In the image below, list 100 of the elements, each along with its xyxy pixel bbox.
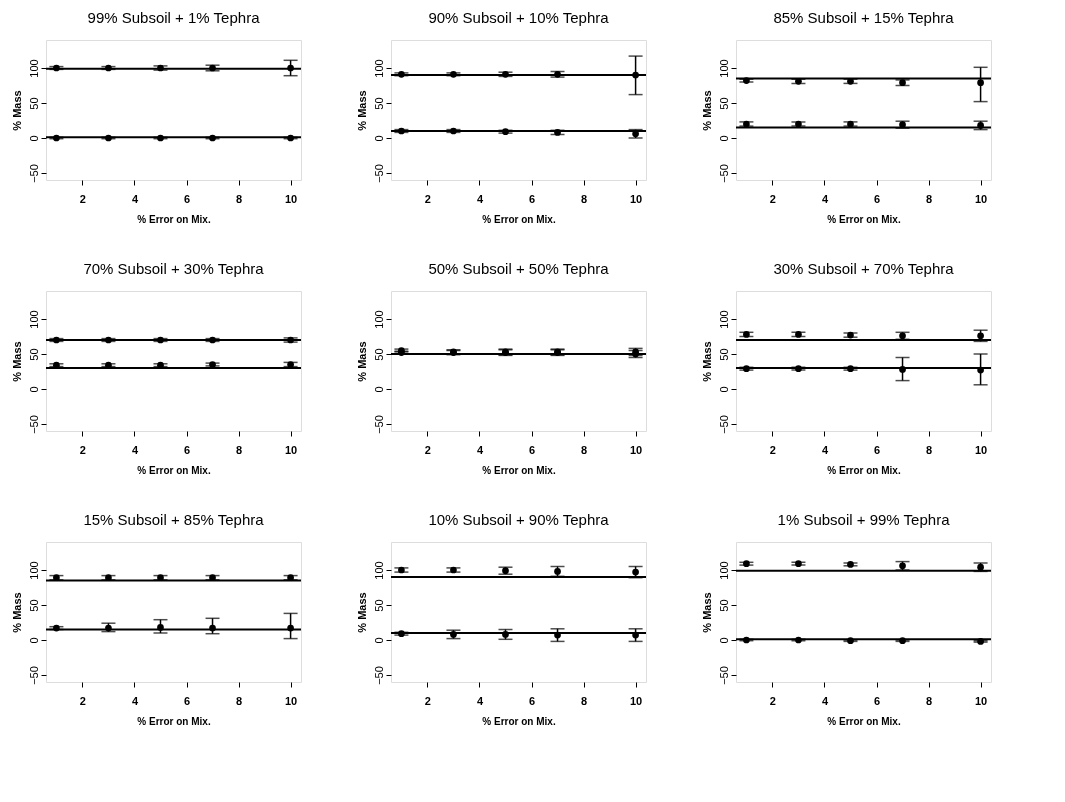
chart-title: 1% Subsoil + 99% Tephra [777, 511, 951, 528]
y-tick-label: −50 [717, 164, 730, 183]
x-axis-title: % Error on Mix. [137, 464, 211, 476]
chart-title: 90% Subsoil + 10% Tephra [428, 9, 610, 26]
y-axis-title: % Mass [355, 341, 368, 382]
y-tick-label: −50 [717, 666, 730, 685]
x-tick-label: 10 [284, 694, 298, 707]
x-tick-label: 10 [974, 443, 988, 456]
y-tick-label: −50 [27, 666, 40, 685]
y-tick-label: 50 [717, 97, 730, 110]
x-tick-label: 6 [528, 443, 536, 456]
y-tick-label: −50 [372, 164, 385, 183]
y-tick-label: 100 [372, 310, 385, 329]
x-tick-label: 6 [183, 694, 191, 707]
y-tick-label: 0 [372, 386, 385, 393]
x-axis-title: % Error on Mix. [827, 464, 901, 476]
y-axis-title: % Mass [700, 341, 713, 382]
y-tick-label: −50 [27, 415, 40, 434]
y-axis-title: % Mass [10, 341, 23, 382]
y-axis-title: % Mass [700, 90, 713, 131]
x-tick-label: 2 [424, 443, 431, 456]
y-tick-label: 0 [27, 386, 40, 393]
y-tick-label: 50 [717, 348, 730, 361]
x-tick-label: 2 [769, 443, 776, 456]
x-tick-label: 4 [131, 694, 139, 707]
y-tick-label: 0 [372, 637, 385, 644]
y-tick-label: 50 [372, 599, 385, 612]
x-tick-label: 2 [79, 443, 86, 456]
chart-title: 99% Subsoil + 1% Tephra [87, 9, 261, 26]
x-tick-label: 10 [629, 192, 643, 205]
x-axis-title: % Error on Mix. [482, 213, 556, 225]
chart-title: 85% Subsoil + 15% Tephra [773, 9, 955, 26]
y-tick-label: 50 [372, 97, 385, 110]
y-tick-label: 100 [717, 310, 730, 329]
y-axis-title: % Mass [355, 90, 368, 131]
y-tick-label: −50 [27, 164, 40, 183]
x-tick-label: 8 [235, 694, 243, 707]
x-tick-label: 10 [284, 443, 298, 456]
x-tick-label: 6 [873, 192, 881, 205]
y-tick-label: 100 [372, 561, 385, 580]
y-tick-label: 0 [717, 637, 730, 644]
y-tick-label: 0 [27, 637, 40, 644]
x-tick-label: 8 [925, 192, 933, 205]
y-axis-title: % Mass [10, 592, 23, 633]
y-tick-label: 100 [27, 59, 40, 78]
x-tick-label: 2 [79, 192, 86, 205]
x-tick-label: 6 [873, 443, 881, 456]
chart-title: 50% Subsoil + 50% Tephra [428, 260, 610, 277]
y-tick-label: −50 [372, 415, 385, 434]
x-axis-title: % Error on Mix. [482, 715, 556, 727]
chart-title: 30% Subsoil + 70% Tephra [773, 260, 955, 277]
x-tick-label: 8 [925, 694, 933, 707]
x-tick-label: 2 [79, 694, 86, 707]
y-tick-label: 0 [717, 386, 730, 393]
y-tick-label: 100 [27, 310, 40, 329]
x-tick-label: 6 [183, 192, 191, 205]
y-axis-title: % Mass [700, 592, 713, 633]
x-axis-title: % Error on Mix. [827, 715, 901, 727]
x-tick-label: 8 [580, 192, 588, 205]
x-tick-label: 2 [424, 694, 431, 707]
x-axis-title: % Error on Mix. [137, 213, 211, 225]
x-tick-label: 8 [580, 443, 588, 456]
x-tick-label: 6 [183, 443, 191, 456]
y-tick-label: 100 [27, 561, 40, 580]
y-tick-label: 50 [27, 97, 40, 110]
x-tick-label: 2 [769, 694, 776, 707]
chart-title: 10% Subsoil + 90% Tephra [428, 511, 610, 528]
x-tick-label: 10 [974, 694, 988, 707]
y-tick-label: 0 [372, 135, 385, 142]
x-tick-label: 10 [974, 192, 988, 205]
x-tick-label: 8 [925, 443, 933, 456]
x-tick-label: 6 [528, 192, 536, 205]
y-tick-label: 100 [717, 561, 730, 580]
y-axis-title: % Mass [10, 90, 23, 131]
x-tick-label: 2 [769, 192, 776, 205]
y-tick-label: 0 [27, 135, 40, 142]
y-tick-label: 100 [372, 59, 385, 78]
x-tick-label: 10 [629, 443, 643, 456]
x-tick-label: 4 [131, 192, 139, 205]
x-axis-title: % Error on Mix. [137, 715, 211, 727]
y-tick-label: 50 [27, 599, 40, 612]
y-tick-label: −50 [372, 666, 385, 685]
y-axis-title: % Mass [355, 592, 368, 633]
x-tick-label: 8 [235, 443, 243, 456]
x-tick-label: 8 [235, 192, 243, 205]
chart-title: 15% Subsoil + 85% Tephra [83, 511, 265, 528]
chart-title: 70% Subsoil + 30% Tephra [83, 260, 265, 277]
x-tick-label: 4 [821, 192, 829, 205]
y-tick-label: 0 [717, 135, 730, 142]
y-tick-label: 50 [372, 348, 385, 361]
x-tick-label: 4 [476, 192, 484, 205]
x-tick-label: 4 [821, 443, 829, 456]
x-tick-label: 6 [873, 694, 881, 707]
x-tick-label: 4 [476, 694, 484, 707]
x-tick-label: 4 [131, 443, 139, 456]
y-tick-label: 100 [717, 59, 730, 78]
y-tick-label: 50 [717, 599, 730, 612]
x-tick-label: 4 [821, 694, 829, 707]
y-tick-label: 50 [27, 348, 40, 361]
x-tick-label: 6 [528, 694, 536, 707]
